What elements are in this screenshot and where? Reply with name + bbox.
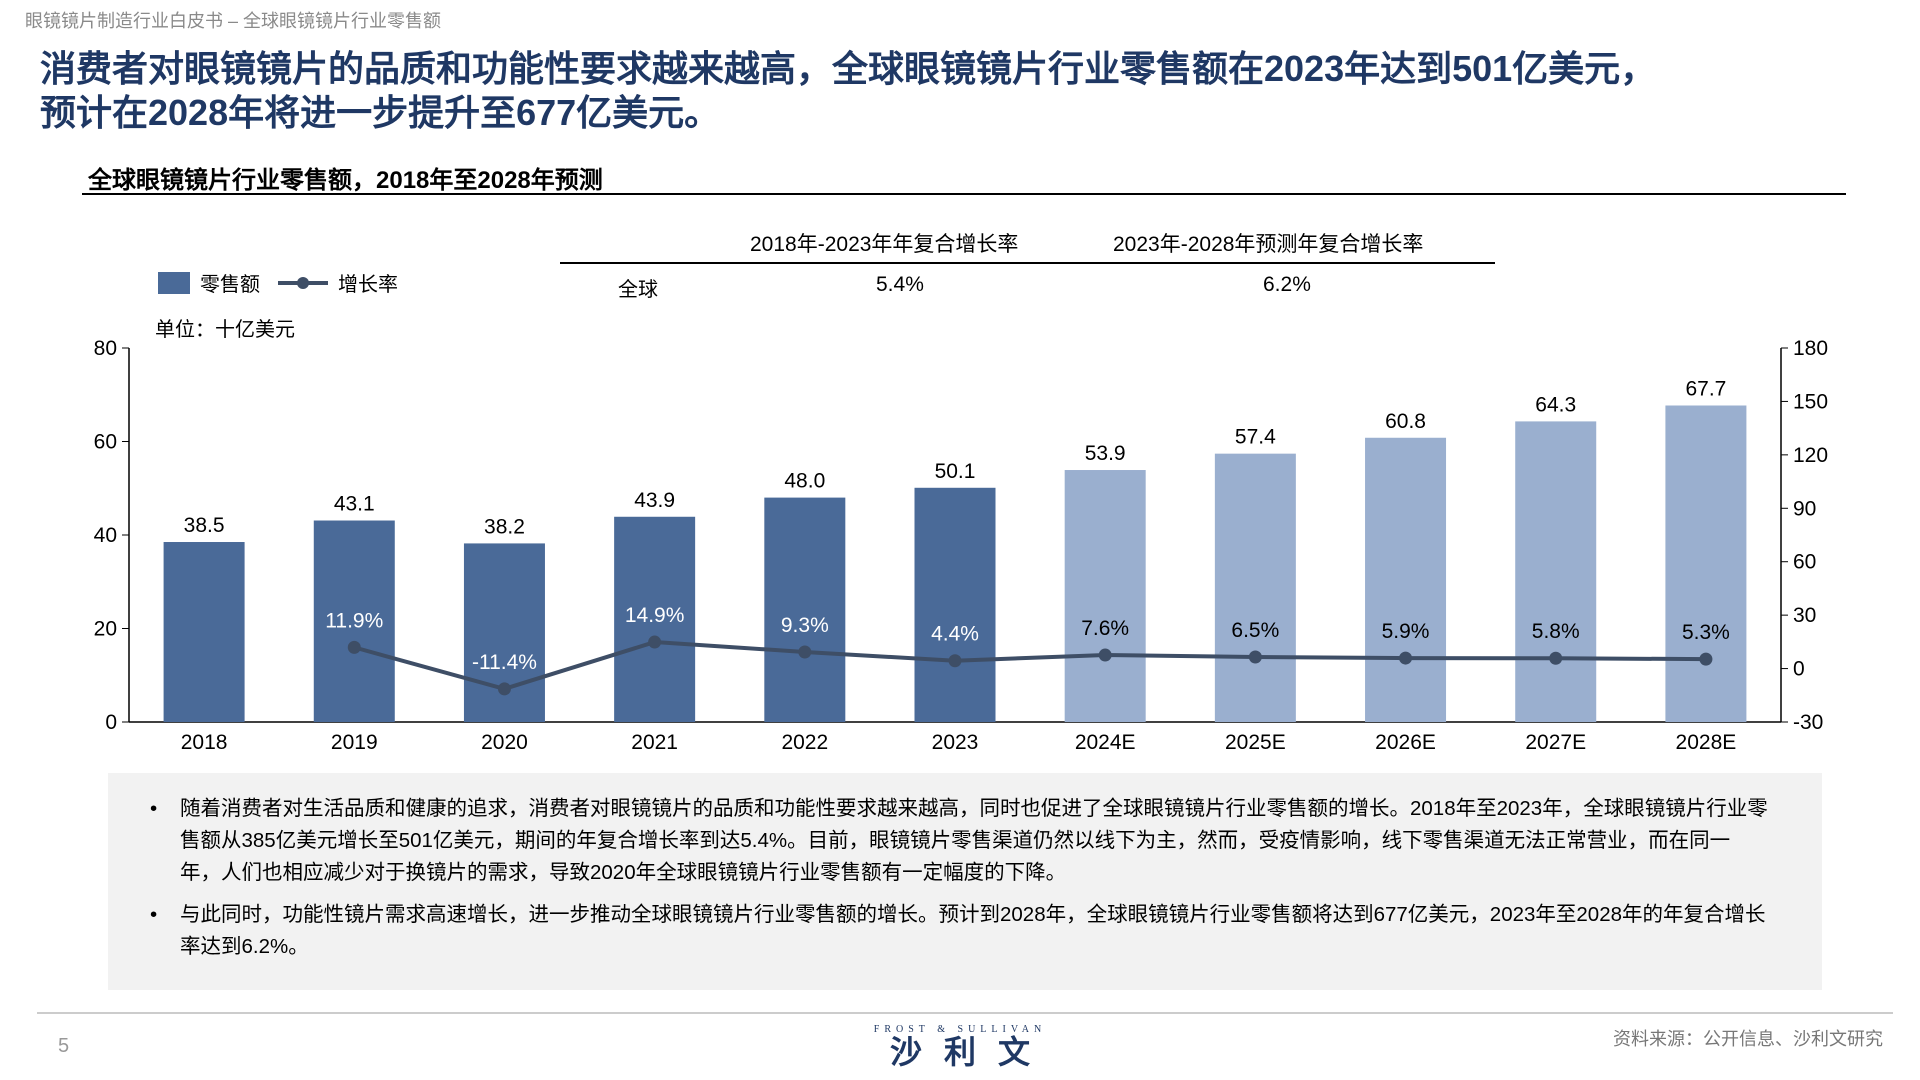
left-tick-label: 20 [94, 618, 117, 641]
growth-label: 5.9% [1382, 620, 1430, 643]
growth-line [353, 640, 1706, 691]
legend-bar-swatch [158, 271, 190, 294]
bar-value-label: 60.8 [1385, 410, 1426, 433]
x-tick-label: 2018 [181, 731, 228, 754]
growth-point-2021 [648, 635, 662, 649]
right-tick-label: 150 [1793, 390, 1828, 413]
bar-2025E [1214, 453, 1296, 722]
bar-value-label: 53.9 [1085, 442, 1126, 465]
left-tick-label: 80 [94, 337, 117, 360]
right-tick-label: 120 [1793, 444, 1828, 467]
breadcrumb: 眼镜镜片制造行业白皮书 – 全球眼镜镜片行业零售额 [25, 11, 442, 31]
logo-cn: 沙利文 [889, 1034, 1052, 1070]
x-tick-label: 2025E [1225, 731, 1286, 754]
bullet-icon: • [150, 797, 158, 820]
bar-2019 [313, 520, 395, 722]
bar-value-label: 43.9 [634, 489, 675, 512]
growth-point-2026E [1399, 651, 1413, 665]
growth-point-2020 [497, 682, 511, 696]
bar-2023 [914, 487, 996, 722]
growth-label: 9.3% [781, 614, 829, 637]
note-item: • 随着消费者对生活品质和健康的追求，消费者对眼镜镜片的品质和功能性要求越来越高，… [150, 793, 1770, 889]
chart-title: 全球眼镜镜片行业零售额，2018年至2028年预测 [88, 167, 603, 194]
left-tick-label: 60 [94, 431, 117, 454]
bar-value-label: 50.1 [935, 460, 976, 483]
bar-2026E [1365, 437, 1447, 722]
right-tick-label: 0 [1793, 658, 1805, 681]
note-item: • 与此同时，功能性镜片需求高速增长，进一步推动全球眼镜镜片行业零售额的增长。预计… [150, 899, 1770, 963]
bullet-icon: • [150, 903, 158, 926]
cagr-row-label: 全球 [618, 279, 658, 301]
x-tick-label: 2021 [631, 731, 678, 754]
growth-point-2025E [1248, 650, 1262, 664]
bar-2018 [163, 542, 245, 722]
right-tick-label: 60 [1793, 551, 1816, 574]
growth-label: 4.4% [931, 623, 979, 646]
note-text: 随着消费者对生活品质和健康的追求，消费者对眼镜镜片的品质和功能性要求越来越高，同… [180, 797, 1768, 884]
growth-point-2019 [347, 640, 361, 654]
title-rule [82, 193, 1846, 195]
bar-value-label: 64.3 [1535, 393, 1576, 416]
growth-label: 7.6% [1081, 617, 1129, 640]
growth-point-2023 [948, 654, 962, 668]
page-number: 5 [58, 1035, 70, 1057]
bar-value-label: 43.1 [334, 493, 375, 516]
frost-sullivan-logo: FROST & SULLIVAN 沙利文 [860, 1024, 1060, 1069]
growth-point-2024E [1098, 648, 1112, 662]
x-tick-label: 2020 [481, 731, 528, 754]
note-text: 与此同时，功能性镜片需求高速增长，进一步推动全球眼镜镜片行业零售额的增长。预计到… [180, 903, 1766, 958]
x-tick-label: 2027E [1525, 731, 1586, 754]
bar-2028E [1665, 405, 1747, 722]
left-tick-label: 40 [94, 524, 117, 547]
x-tick-label: 2019 [331, 731, 378, 754]
left-tick-label: 0 [105, 711, 117, 734]
x-tick-label: 2028E [1676, 731, 1737, 754]
right-tick-label: 30 [1793, 604, 1816, 627]
bar-value-label: 67.7 [1685, 378, 1726, 401]
growth-label: 5.8% [1532, 620, 1580, 643]
growth-point-2028E [1699, 652, 1713, 666]
cagr-value-1: 5.4% [876, 273, 924, 296]
bar-2027E [1515, 421, 1597, 722]
bar-value-label: 48.0 [784, 470, 825, 493]
footer-rule [37, 1012, 1893, 1014]
cagr-value-2: 6.2% [1263, 273, 1311, 296]
growth-label: 14.9% [625, 604, 685, 627]
bar-value-label: 38.5 [184, 514, 225, 537]
logo-en: FROST & SULLIVAN [873, 1024, 1047, 1035]
legend-line-swatch [278, 276, 328, 289]
cagr-header-1: 2018年-2023年年复合增长率 [750, 233, 1019, 256]
page-title-line1: 消费者对眼镜镜片的品质和功能性要求越来越高，全球眼镜镜片行业零售额在2023年达… [40, 48, 1657, 89]
x-tick-label: 2024E [1075, 731, 1136, 754]
growth-point-2027E [1549, 651, 1563, 665]
right-tick-label: -30 [1793, 711, 1823, 734]
growth-label: 6.5% [1231, 619, 1279, 642]
page-title-line2: 预计在2028年将进一步提升至677亿美元。 [40, 92, 721, 133]
cagr-table-rule [560, 262, 1495, 264]
growth-point-2022 [798, 645, 812, 659]
source-note: 资料来源：公开信息、沙利文研究 [1613, 1029, 1883, 1049]
growth-label: -11.4% [472, 651, 537, 674]
x-tick-label: 2026E [1375, 731, 1436, 754]
cagr-header-2: 2023年-2028年预测年复合增长率 [1113, 233, 1424, 256]
legend: 零售额 增长率 [158, 268, 398, 297]
growth-label: 5.3% [1682, 621, 1730, 644]
legend-bar-label: 零售额 [200, 274, 260, 296]
bar-line-chart: 0 20 40 60 80 -30 0 30 60 90 120 150 180 38.5 2018 43.1… [94, 337, 1828, 754]
right-tick-label: 180 [1793, 337, 1828, 360]
bar-value-label: 38.2 [484, 515, 525, 538]
growth-label: 11.9% [325, 609, 383, 632]
bar-2021 [614, 516, 696, 722]
unit-label: 单位：十亿美元 [155, 319, 295, 341]
bar-2022 [764, 497, 846, 722]
bar-2024E [1064, 470, 1146, 722]
notes-box: • 随着消费者对生活品质和健康的追求，消费者对眼镜镜片的品质和功能性要求越来越高，… [108, 773, 1822, 990]
x-tick-label: 2022 [781, 731, 828, 754]
x-tick-label: 2023 [932, 731, 979, 754]
legend-line-label: 增长率 [338, 274, 398, 296]
bar-value-label: 57.4 [1235, 426, 1276, 449]
right-tick-label: 90 [1793, 497, 1816, 520]
